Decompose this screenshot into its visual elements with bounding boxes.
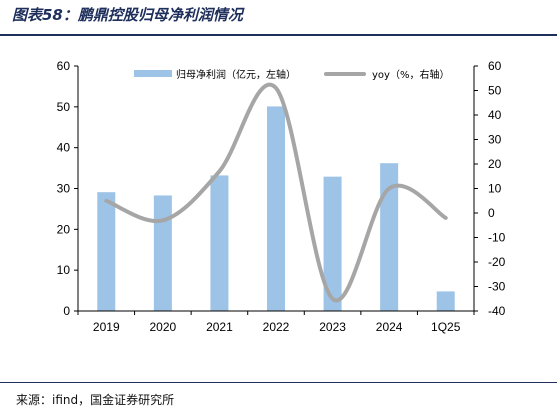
right-tick-label-40: 40 (488, 108, 502, 122)
right-tick-label-60: 60 (488, 59, 502, 73)
right-tick-label-0: 0 (488, 206, 495, 220)
legend-label-bar: 归母净利润（亿元，左轴） (176, 68, 296, 81)
right-tick-label--40: -40 (488, 304, 506, 318)
legend-label-line: yoy（%，右轴） (372, 68, 449, 81)
bar-2024 (380, 163, 399, 311)
source-rule (0, 382, 557, 383)
bar-2021 (210, 175, 229, 311)
right-tick-label-30: 30 (488, 133, 502, 147)
left-tick-label-60: 60 (57, 59, 71, 73)
left-tick-label-40: 40 (57, 141, 71, 155)
x-tick-label-2024: 2024 (376, 320, 403, 334)
x-tick-label-2022: 2022 (263, 320, 290, 334)
bar-2022 (267, 106, 285, 311)
bar-2020 (153, 195, 172, 311)
bar-2019 (97, 192, 116, 311)
title-rule (0, 34, 557, 36)
x-tick-label-2021: 2021 (206, 320, 233, 334)
x-tick-label-2019: 2019 (93, 320, 120, 334)
x-tick-label-2020: 2020 (150, 320, 177, 334)
left-tick-label-10: 10 (57, 263, 71, 277)
bar-1Q25 (436, 291, 455, 311)
source-note: 来源：ifind，国金证券研究所 (16, 393, 175, 407)
right-tick-label-20: 20 (488, 157, 502, 171)
legend-swatch-bar (134, 70, 172, 77)
left-tick-label-0: 0 (63, 304, 70, 318)
right-tick-label--10: -10 (488, 231, 506, 245)
bar-2023 (323, 176, 342, 311)
right-tick-label-50: 50 (488, 84, 502, 98)
x-tick-label-2023: 2023 (319, 320, 346, 334)
right-tick-label--30: -30 (488, 280, 506, 294)
left-tick-label-30: 30 (57, 182, 71, 196)
yoy-line (104, 82, 448, 303)
right-tick-label-10: 10 (488, 182, 502, 196)
right-tick-label--20: -20 (488, 255, 506, 269)
left-tick-label-20: 20 (57, 222, 71, 236)
figure-title: 图表58：鹏鼎控股归母净利润情况 (12, 6, 243, 24)
left-tick-label-50: 50 (57, 100, 71, 114)
x-tick-label-1Q25: 1Q25 (431, 320, 461, 334)
